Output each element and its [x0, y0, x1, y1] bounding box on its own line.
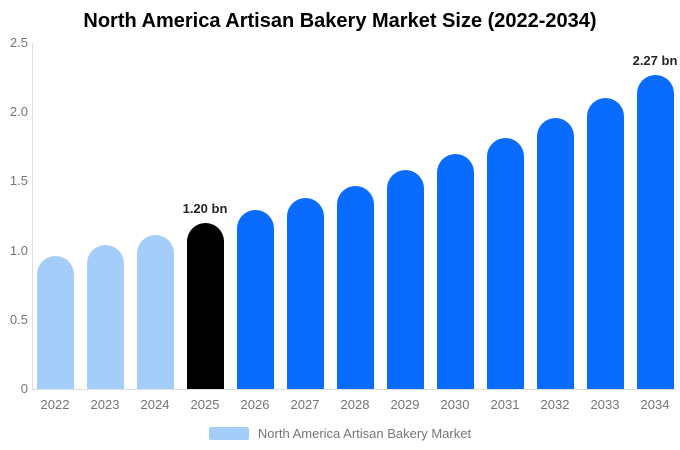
x-axis-label-2034: 2034 — [640, 397, 670, 412]
y-axis-line — [32, 43, 33, 389]
x-axis-label-2025: 2025 — [190, 397, 220, 412]
y-axis-tick-label: 2.5 — [9, 35, 28, 50]
bar-value-label-2025: 1.20 bn — [182, 201, 228, 216]
bar-2028 — [336, 186, 374, 389]
bar-2026 — [236, 210, 274, 389]
x-axis-label-2027: 2027 — [290, 397, 320, 412]
bar-2032 — [536, 118, 574, 389]
x-axis-label-2031: 2031 — [490, 397, 520, 412]
x-axis-label-2028: 2028 — [340, 397, 370, 412]
x-axis-label-2033: 2033 — [590, 397, 620, 412]
bar-2024 — [136, 235, 174, 389]
y-axis-tick-label: 0.5 — [9, 311, 28, 327]
bar-2023 — [86, 245, 124, 389]
y-axis-tick-label: 0 — [20, 381, 28, 396]
legend-label: North America Artisan Bakery Market — [257, 426, 472, 441]
x-axis-line — [32, 389, 676, 390]
bar-2027 — [286, 198, 324, 389]
bar-2030 — [436, 154, 474, 389]
bar-2022 — [36, 256, 74, 389]
bar-value-label-2034: 2.27 bn — [632, 53, 678, 68]
y-axis-tick-label: 2.0 — [9, 104, 28, 120]
legend[interactable]: North America Artisan Bakery Market — [0, 426, 680, 441]
x-axis-label-2023: 2023 — [90, 397, 120, 412]
chart-title: North America Artisan Bakery Market Size… — [83, 10, 597, 32]
x-axis-label-2032: 2032 — [540, 397, 570, 412]
bar-2033 — [586, 98, 624, 389]
x-axis-label-2024: 2024 — [140, 397, 170, 412]
x-axis-label-2022: 2022 — [40, 397, 70, 412]
y-axis-tick-label: 1.0 — [9, 242, 28, 258]
x-axis-label-2026: 2026 — [240, 397, 270, 412]
x-axis-label-2029: 2029 — [390, 397, 420, 412]
legend-swatch — [208, 427, 249, 440]
bar-2031 — [486, 138, 524, 389]
bar-2025 — [186, 223, 224, 389]
y-axis-tick-label: 1.5 — [9, 173, 28, 189]
bar-2029 — [386, 170, 424, 389]
x-axis-label-2030: 2030 — [440, 397, 470, 412]
bar-2034 — [636, 75, 674, 389]
